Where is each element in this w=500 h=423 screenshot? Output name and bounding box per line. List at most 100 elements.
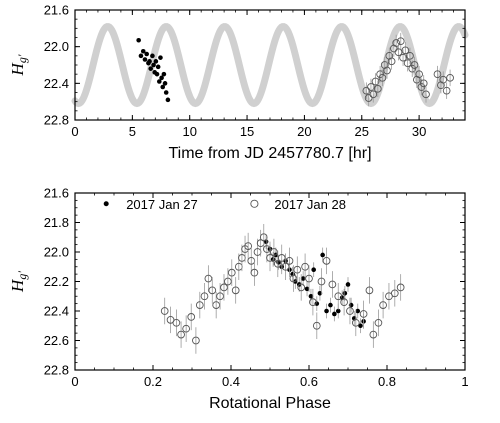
y-tick-label: 22.6 <box>44 333 69 348</box>
data-point-open <box>422 90 430 99</box>
data-point-filled <box>136 37 141 43</box>
data-point-open <box>340 298 348 307</box>
data-point-filled <box>148 66 154 71</box>
bottom-panel: 0 0.2 0.4 0.6 0.8 1 21.6 21.8 22.0 22.2 22.4 22.6 22… <box>8 186 469 413</box>
data-point-open <box>412 75 421 84</box>
data-point-open <box>369 90 378 99</box>
x-tick-label: 10 <box>182 124 196 139</box>
data-point-open <box>177 330 185 339</box>
data-point-filled <box>153 59 159 64</box>
data-point-open <box>273 259 282 268</box>
data-point-open <box>437 81 445 90</box>
data-point-open <box>309 298 317 307</box>
data-point-open <box>390 289 399 298</box>
data-point-open <box>266 254 274 262</box>
x-axis-title: Time from JD 2457780.7 [hr] <box>168 145 371 162</box>
data-point-open <box>362 86 371 95</box>
y-axis-title-text: Hg′ <box>8 54 29 76</box>
x-tick-label: 0 <box>71 374 78 389</box>
y-axis-title: Hg′ <box>8 54 29 76</box>
x-tick-label: 15 <box>240 124 254 139</box>
y-tick-label: 22.4 <box>44 76 69 91</box>
data-point-filled <box>150 53 155 59</box>
y-axis-title-main: H <box>8 278 27 293</box>
x-tick-label: 1 <box>461 374 468 389</box>
data-point-filled <box>138 53 144 59</box>
data-point-open <box>301 262 309 271</box>
data-point-open <box>406 51 414 60</box>
data-point-filled <box>358 323 363 329</box>
data-point-open <box>396 37 405 46</box>
x-tick-label: 5 <box>129 124 136 139</box>
data-point-open <box>334 292 343 301</box>
data-point-filled <box>300 276 306 281</box>
data-point-open <box>227 268 236 277</box>
data-point-filled <box>355 308 361 314</box>
data-point-filled <box>147 59 152 64</box>
data-point-open <box>204 274 213 283</box>
y-axis-title-text: Hg′ <box>8 271 29 293</box>
x-tick-label: 20 <box>297 124 311 139</box>
plot-frame <box>74 192 466 371</box>
data-point-filled <box>332 311 337 317</box>
data-point-open <box>373 84 382 93</box>
data-point-filled <box>324 308 329 314</box>
y-tick-label: 22.0 <box>44 245 69 260</box>
y-tick-label: 21.6 <box>44 186 69 201</box>
y-axis-title-sub: g′ <box>15 271 29 280</box>
data-point-filled <box>162 81 168 86</box>
data-point-filled <box>163 90 169 95</box>
data-point-filled <box>304 286 310 292</box>
data-point-open <box>297 283 306 292</box>
data-point-filled <box>140 48 146 54</box>
x-tick-label: 0.6 <box>300 374 318 389</box>
data-point-filled <box>160 84 166 90</box>
data-point-open <box>433 70 442 79</box>
data-point-open <box>419 79 428 88</box>
data-point-open <box>410 61 419 69</box>
data-point-open <box>317 277 326 286</box>
x-tick-label: 0 <box>71 124 78 139</box>
top-panel: 0 5 10 15 20 25 30 21.6 22.0 22.4 22.8 Time from JD… <box>8 3 469 162</box>
data-point-open <box>289 274 298 283</box>
data-point-open <box>192 336 200 345</box>
data-point-open <box>369 330 378 339</box>
data-point-open <box>216 292 224 301</box>
y-tick-label: 22.2 <box>44 274 69 289</box>
data-point-open <box>380 61 389 69</box>
data-point-open <box>270 248 278 256</box>
data-point-open <box>231 286 240 295</box>
y-axis-title-main: H <box>8 61 27 76</box>
data-point-filled <box>345 282 351 287</box>
x-axis-title: Rotational Phase <box>209 395 331 412</box>
data-point-open <box>322 257 331 265</box>
data-point-filled <box>159 75 164 81</box>
data-point-filled <box>144 51 149 57</box>
data-point-filled <box>348 302 354 308</box>
y-axis-title-sub: g′ <box>15 54 29 63</box>
data-point-open <box>200 292 209 301</box>
data-point-open <box>312 321 321 330</box>
data-point-open <box>364 94 373 102</box>
data-point-open <box>390 44 398 53</box>
data-point-open <box>351 318 360 327</box>
data-point-filled <box>335 308 341 314</box>
data-point-open <box>160 307 169 315</box>
data-point-open <box>293 265 302 274</box>
data-point-open <box>172 318 181 327</box>
data-point-open <box>383 66 391 75</box>
data-point-open <box>195 301 204 309</box>
data-point-open <box>328 280 337 289</box>
data-point-open <box>387 57 396 66</box>
legend-label: 2017 Jan 27 <box>126 197 198 212</box>
data-point-open <box>446 73 454 82</box>
legend-label: 2017 Jan 28 <box>274 197 346 212</box>
model-curve <box>71 23 469 108</box>
data-point-open <box>220 283 228 292</box>
data-point-filled <box>311 267 316 273</box>
y-tick-label: 21.6 <box>44 3 69 18</box>
data-point-filled <box>154 71 160 77</box>
data-point-filled <box>320 252 325 258</box>
data-point-open <box>208 286 217 295</box>
data-point-open <box>244 242 253 250</box>
